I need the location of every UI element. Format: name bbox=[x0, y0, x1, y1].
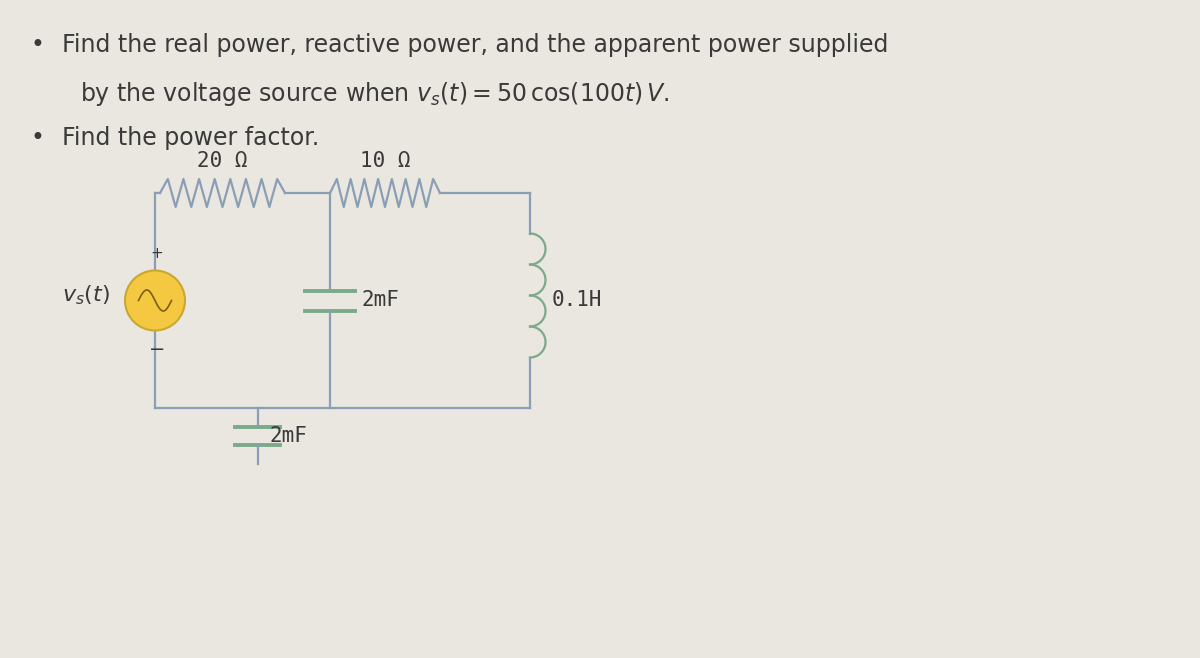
Text: •: • bbox=[30, 33, 44, 57]
Text: 2mF: 2mF bbox=[270, 426, 307, 446]
Text: Find the real power, reactive power, and the apparent power supplied: Find the real power, reactive power, and… bbox=[62, 33, 888, 57]
Text: 20 Ω: 20 Ω bbox=[197, 151, 247, 171]
Text: $v_s(t)$: $v_s(t)$ bbox=[62, 284, 110, 307]
Text: Find the power factor.: Find the power factor. bbox=[62, 126, 319, 150]
Text: 2mF: 2mF bbox=[362, 290, 400, 311]
Text: 0.1H: 0.1H bbox=[552, 290, 602, 311]
Circle shape bbox=[125, 270, 185, 330]
Text: •: • bbox=[30, 126, 44, 150]
Text: −: − bbox=[149, 340, 166, 359]
Text: +: + bbox=[151, 245, 163, 261]
Text: 10 Ω: 10 Ω bbox=[360, 151, 410, 171]
Text: by the voltage source when $v_s(t) = 50\,\cos(100t)\,V$.: by the voltage source when $v_s(t) = 50\… bbox=[80, 80, 670, 108]
